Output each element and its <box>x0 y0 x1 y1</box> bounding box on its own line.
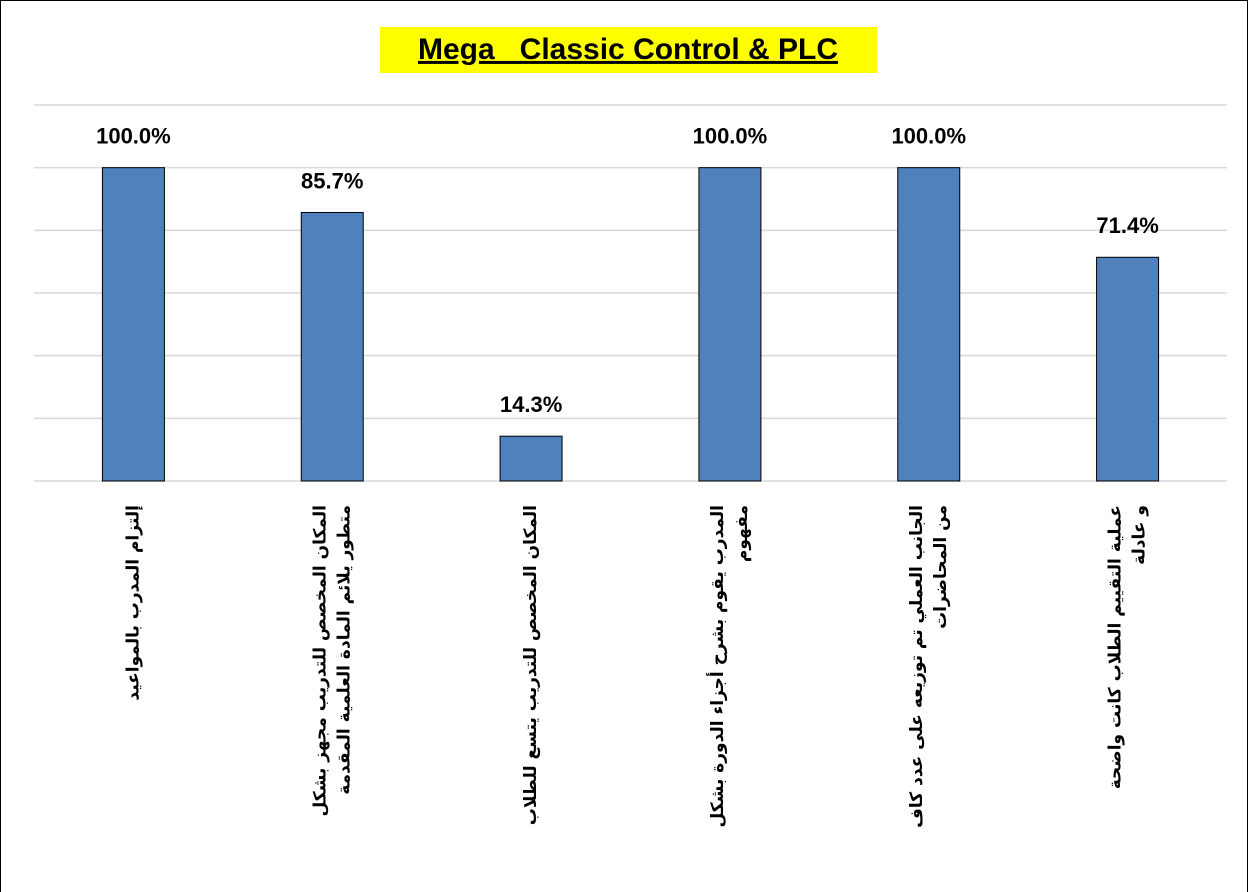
bar <box>897 167 961 482</box>
x-tick-label: المدرب يقوم بشرح أجزاء الدورة بشكل <box>706 505 728 827</box>
x-tick-label: المكان المخصص للتدريب يتسع للطلاب <box>521 505 541 825</box>
value-label: 14.3% <box>500 392 562 417</box>
bar <box>101 167 165 482</box>
x-tick-label: عملية التقييم الطلاب كانت واضحة <box>1106 505 1126 789</box>
x-tick-label: و عادلة <box>1130 505 1150 565</box>
bar <box>300 211 364 482</box>
x-tick-label: الجانب العملي تم توزيعه على عدد كاف <box>907 505 927 828</box>
x-tick-label: إلتزام المدرب بالمواعيد <box>123 505 143 701</box>
x-tick-label: مفهوم <box>732 505 752 562</box>
x-tick-label: متطور يلائم المادة العلمية المقدمة <box>334 505 354 795</box>
x-tick-label: المكان المخصص للتدريب مجهز بشكل <box>310 505 330 816</box>
bar <box>499 435 563 482</box>
chart-title: Mega_ Classic Control & PLC <box>418 33 838 66</box>
title-highlight <box>380 27 877 73</box>
value-label: 100.0% <box>693 123 768 148</box>
bar <box>1096 256 1160 482</box>
value-label: 71.4% <box>1096 213 1158 238</box>
value-label: 85.7% <box>301 168 363 193</box>
bar <box>698 167 762 482</box>
value-label: 100.0% <box>96 123 171 148</box>
value-label: 100.0% <box>891 123 966 148</box>
x-tick-label: من المحاضرات <box>931 505 951 629</box>
